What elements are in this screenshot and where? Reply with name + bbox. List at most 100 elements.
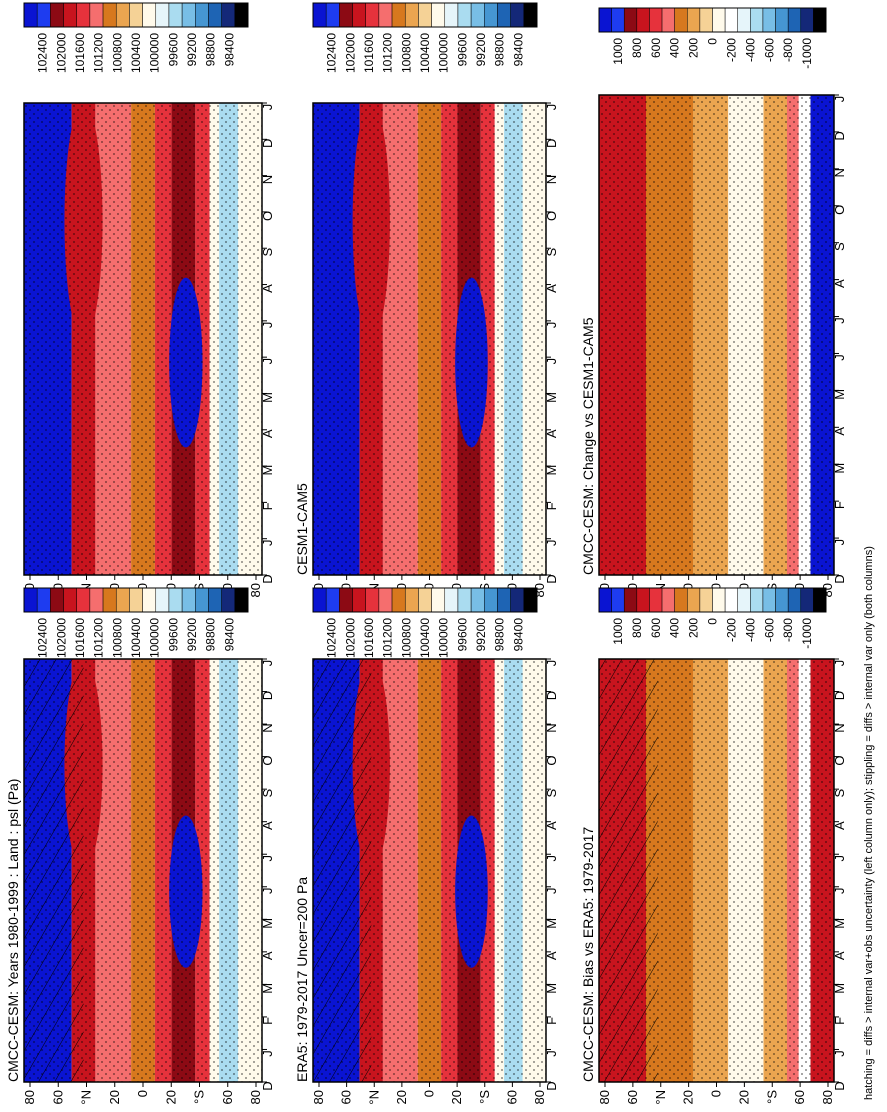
colorbar-label: 99200 (474, 33, 488, 67)
colorbar-swatch (36, 587, 51, 613)
lat-tick-label: 0 (422, 583, 437, 590)
colorbar-swatch (36, 2, 51, 28)
month-tick-label: O (832, 205, 847, 215)
lat-tick-label: 80 (248, 583, 263, 597)
colorbar-label: -400 (743, 38, 757, 62)
colorbar-swatch (800, 587, 814, 613)
lat-tick-label: 60 (504, 1090, 519, 1104)
month-tick-label: F (544, 502, 559, 510)
panel-title: CESM1-CAM5 (294, 483, 310, 575)
month-tick-label: D (544, 1081, 559, 1090)
colorbar-label: 99200 (474, 618, 488, 652)
colorbar-swatch (649, 587, 663, 613)
colorbar-label: -200 (724, 38, 738, 62)
colorbar-label: 400 (668, 618, 682, 638)
colorbar-label: 101200 (92, 33, 106, 73)
lat-tick-label: 0 (709, 583, 724, 590)
colorbar-diff-right: 1000 800 600 400 200 0 -200 -400 -600 -800 -1000 (598, 7, 827, 69)
colorbar-swatch (418, 587, 432, 613)
colorbar-label: 100800 (399, 33, 413, 73)
month-tick-label: D (832, 691, 847, 700)
chart-panel-6: 8060°N20020°S6080DJFMAMJJASONDJCMCC-CESM… (580, 94, 847, 598)
colorbar-label: 400 (668, 38, 682, 58)
colorbar-swatch (523, 587, 538, 613)
month-tick-label: N (832, 723, 847, 732)
month-tick-label: D (260, 1081, 275, 1090)
lat-tick-label: 20 (163, 1090, 178, 1104)
month-tick-label: J (832, 317, 847, 324)
colorbar-swatch (89, 587, 104, 613)
colorbar-label: 99600 (455, 33, 469, 67)
colorbar-swatch (611, 7, 625, 33)
lat-tick-label: 60 (50, 1090, 65, 1104)
colorbar-swatch (115, 2, 130, 28)
month-tick-label: M (832, 983, 847, 994)
colorbar-swatch (457, 2, 472, 28)
month-tick-label: D (544, 691, 559, 700)
hatch-overlay (24, 659, 84, 1082)
hatch-overlay (599, 659, 658, 1082)
colorbar-label: 99600 (166, 33, 180, 67)
month-tick-label: J (260, 660, 275, 667)
colorbar-diff-right-bottom: 1000 800 600 400 200 0 -200 -400 -600 -800 -1000 (598, 587, 827, 649)
colorbar-swatch (724, 7, 738, 33)
month-tick-label: D (260, 691, 275, 700)
colorbar-swatch (444, 2, 459, 28)
month-tick-label: J (260, 888, 275, 895)
colorbar-label: 98800 (204, 33, 218, 67)
colorbar-swatch (325, 2, 340, 28)
colorbar-swatch (623, 7, 638, 33)
colorbar-label: 800 (630, 38, 644, 58)
colorbar-frame (598, 7, 827, 33)
colorbar-swatch (737, 7, 751, 33)
month-tick-label: D (544, 139, 559, 148)
month-tick-label: J (832, 539, 847, 546)
colorbar-swatch (181, 587, 196, 613)
colorbar-label: 102000 (54, 33, 68, 73)
colorbar-swatch (365, 587, 380, 613)
colorbar-swatch (636, 7, 650, 33)
colorbar-swatch (687, 7, 701, 33)
month-tick-label: D (544, 574, 559, 583)
month-tick-label: A (260, 951, 275, 960)
colorbar-label: 98400 (511, 618, 525, 652)
colorbar-swatch (352, 2, 366, 28)
colorbar-swatch (712, 587, 726, 613)
colorbar-swatch (523, 2, 538, 28)
colorbar-swatch (737, 587, 751, 613)
colorbar-label: 1000 (611, 38, 625, 65)
colorbar-swatch (750, 7, 764, 33)
colorbar-label: 100000 (148, 33, 162, 73)
lat-tick-label: 20 (107, 1090, 122, 1104)
panel-title: CMCC-CESM: Change vs CESM1-CAM5 (580, 317, 596, 575)
colorbar-swatch (712, 7, 726, 33)
month-tick-label: D (260, 139, 275, 148)
month-tick-label: J (260, 1050, 275, 1057)
colorbar-swatch (325, 587, 340, 613)
lat-tick-label: 60 (339, 1090, 354, 1104)
lat-tick-label: 60 (220, 1090, 235, 1104)
colorbar-swatch (234, 587, 249, 613)
month-tick-label: J (544, 855, 559, 862)
colorbar-label: 800 (630, 618, 644, 638)
month-tick-label: A (544, 821, 559, 830)
colorbar-swatch (649, 7, 663, 33)
month-tick-label: S (832, 242, 847, 251)
colorbar-label: 100400 (418, 618, 432, 658)
lat-tick-label: °S (764, 1090, 779, 1104)
month-tick-label: F (544, 1017, 559, 1025)
colorbar-swatch (431, 2, 446, 28)
colorbar-frame (312, 2, 538, 28)
figure-caption: hatching = diffs > internal var+obs unce… (863, 546, 875, 1100)
colorbar-label: 101600 (362, 33, 376, 73)
colorbar-label: 100000 (437, 618, 451, 658)
colorbar-swatch (129, 2, 143, 28)
colorbar-swatch (23, 587, 38, 613)
colorbar-label: 98800 (493, 618, 507, 652)
colorbar-swatch (195, 587, 209, 613)
lat-tick-label: 20 (681, 1090, 696, 1104)
colorbar-swatch (598, 587, 612, 613)
month-tick-label: F (832, 501, 847, 509)
colorbar-label: 99200 (185, 618, 199, 652)
